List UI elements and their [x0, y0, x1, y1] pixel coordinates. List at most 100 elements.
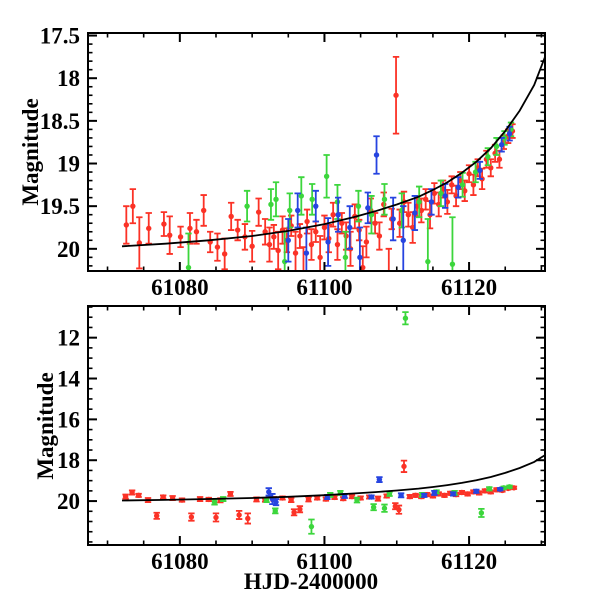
data-point: [161, 221, 167, 227]
data-point: [227, 491, 234, 497]
data-point: [297, 506, 303, 512]
data-point: [317, 254, 323, 261]
upper-panel-series-green: [185, 121, 515, 271]
data-point: [308, 523, 315, 530]
data-point: [365, 205, 371, 211]
data-point: [401, 463, 407, 470]
data-point: [347, 224, 353, 231]
lower-panel-frame: [87, 305, 546, 546]
lower-panel-y-tick-label: 16: [57, 407, 80, 432]
data-point: [412, 210, 418, 216]
data-point: [177, 234, 184, 240]
lower-panel-x-tick-label: 61120: [441, 549, 497, 574]
data-point: [325, 239, 331, 245]
data-point: [381, 505, 388, 511]
data-point: [416, 199, 422, 205]
data-point: [370, 504, 377, 510]
data-point: [305, 496, 312, 503]
data-point: [349, 493, 355, 500]
data-point: [314, 495, 320, 501]
data-point: [459, 182, 466, 188]
data-point: [493, 143, 500, 150]
lower-panel-ticks: [88, 306, 545, 545]
data-point: [368, 494, 375, 500]
upper-panel-y-tick-label: 17.5: [40, 24, 80, 49]
data-point: [309, 196, 315, 203]
upper-panel-series-red: [123, 55, 516, 271]
data-point: [221, 251, 228, 257]
data-point: [405, 211, 412, 218]
data-point: [354, 497, 360, 503]
data-point: [442, 193, 448, 199]
data-point: [355, 203, 362, 209]
data-point: [273, 196, 279, 203]
lower-panel-data-area: [121, 311, 545, 535]
data-point: [482, 488, 488, 494]
upper-panel-y-tick-label: 18.5: [40, 109, 80, 134]
data-point: [488, 165, 494, 171]
data-point: [245, 515, 251, 522]
data-point: [506, 484, 513, 490]
data-point: [455, 184, 461, 191]
data-point: [376, 233, 383, 239]
data-point: [294, 207, 301, 214]
data-point: [297, 233, 303, 239]
error-bar: [385, 247, 393, 271]
data-point: [214, 244, 221, 250]
data-point: [303, 250, 310, 256]
data-point: [122, 493, 129, 500]
data-point: [193, 229, 200, 235]
data-point: [188, 514, 195, 520]
data-point: [321, 224, 328, 231]
lower-panel-model-curve: [121, 454, 545, 502]
data-point: [498, 142, 505, 148]
data-point: [334, 241, 341, 248]
lower-panel-x-tick-label: 61100: [296, 549, 352, 574]
data-point: [381, 196, 388, 203]
data-point: [185, 264, 192, 271]
data-point: [291, 509, 297, 516]
data-point: [236, 512, 242, 518]
data-point: [376, 476, 383, 483]
data-point: [400, 237, 406, 243]
data-point: [441, 492, 448, 499]
data-point: [438, 190, 444, 197]
data-point: [431, 490, 438, 496]
y-axis-label-upper: Magnitude: [18, 98, 43, 206]
data-point: [130, 203, 136, 209]
data-point: [308, 241, 315, 248]
data-point: [464, 491, 471, 497]
data-point: [292, 250, 299, 256]
upper-panel-y-tick-label: 20: [57, 237, 80, 262]
data-point: [497, 486, 503, 492]
lower-panel-series-red: [122, 459, 518, 525]
data-point: [285, 237, 291, 243]
data-point: [244, 203, 250, 209]
data-point: [160, 494, 166, 500]
data-point: [450, 491, 456, 497]
data-point: [375, 495, 381, 502]
data-point: [275, 247, 281, 254]
upper-panel-y-tick-label: 19.5: [40, 194, 80, 219]
upper-panel-x-tick-label: 61120: [441, 275, 497, 300]
data-point: [485, 153, 491, 160]
data-point: [200, 207, 207, 214]
data-point: [478, 510, 485, 516]
data-point: [412, 492, 419, 499]
data-point: [272, 508, 278, 514]
upper-panel-frame: [87, 32, 546, 272]
data-point: [268, 201, 274, 208]
data-point: [398, 492, 404, 499]
upper-panel-x-tick-label: 61100: [296, 275, 352, 300]
data-point: [213, 514, 219, 521]
lower-panel-y-tick-label: 20: [57, 489, 80, 514]
lower-panel-y-tick-label: 18: [57, 448, 80, 473]
upper-panel-y-tick-label: 18: [57, 66, 80, 91]
data-point: [477, 167, 483, 174]
data-point: [449, 261, 456, 267]
data-point: [330, 211, 336, 218]
data-point: [263, 497, 270, 503]
data-point: [271, 234, 277, 240]
data-point: [153, 513, 160, 519]
data-point: [407, 493, 413, 500]
